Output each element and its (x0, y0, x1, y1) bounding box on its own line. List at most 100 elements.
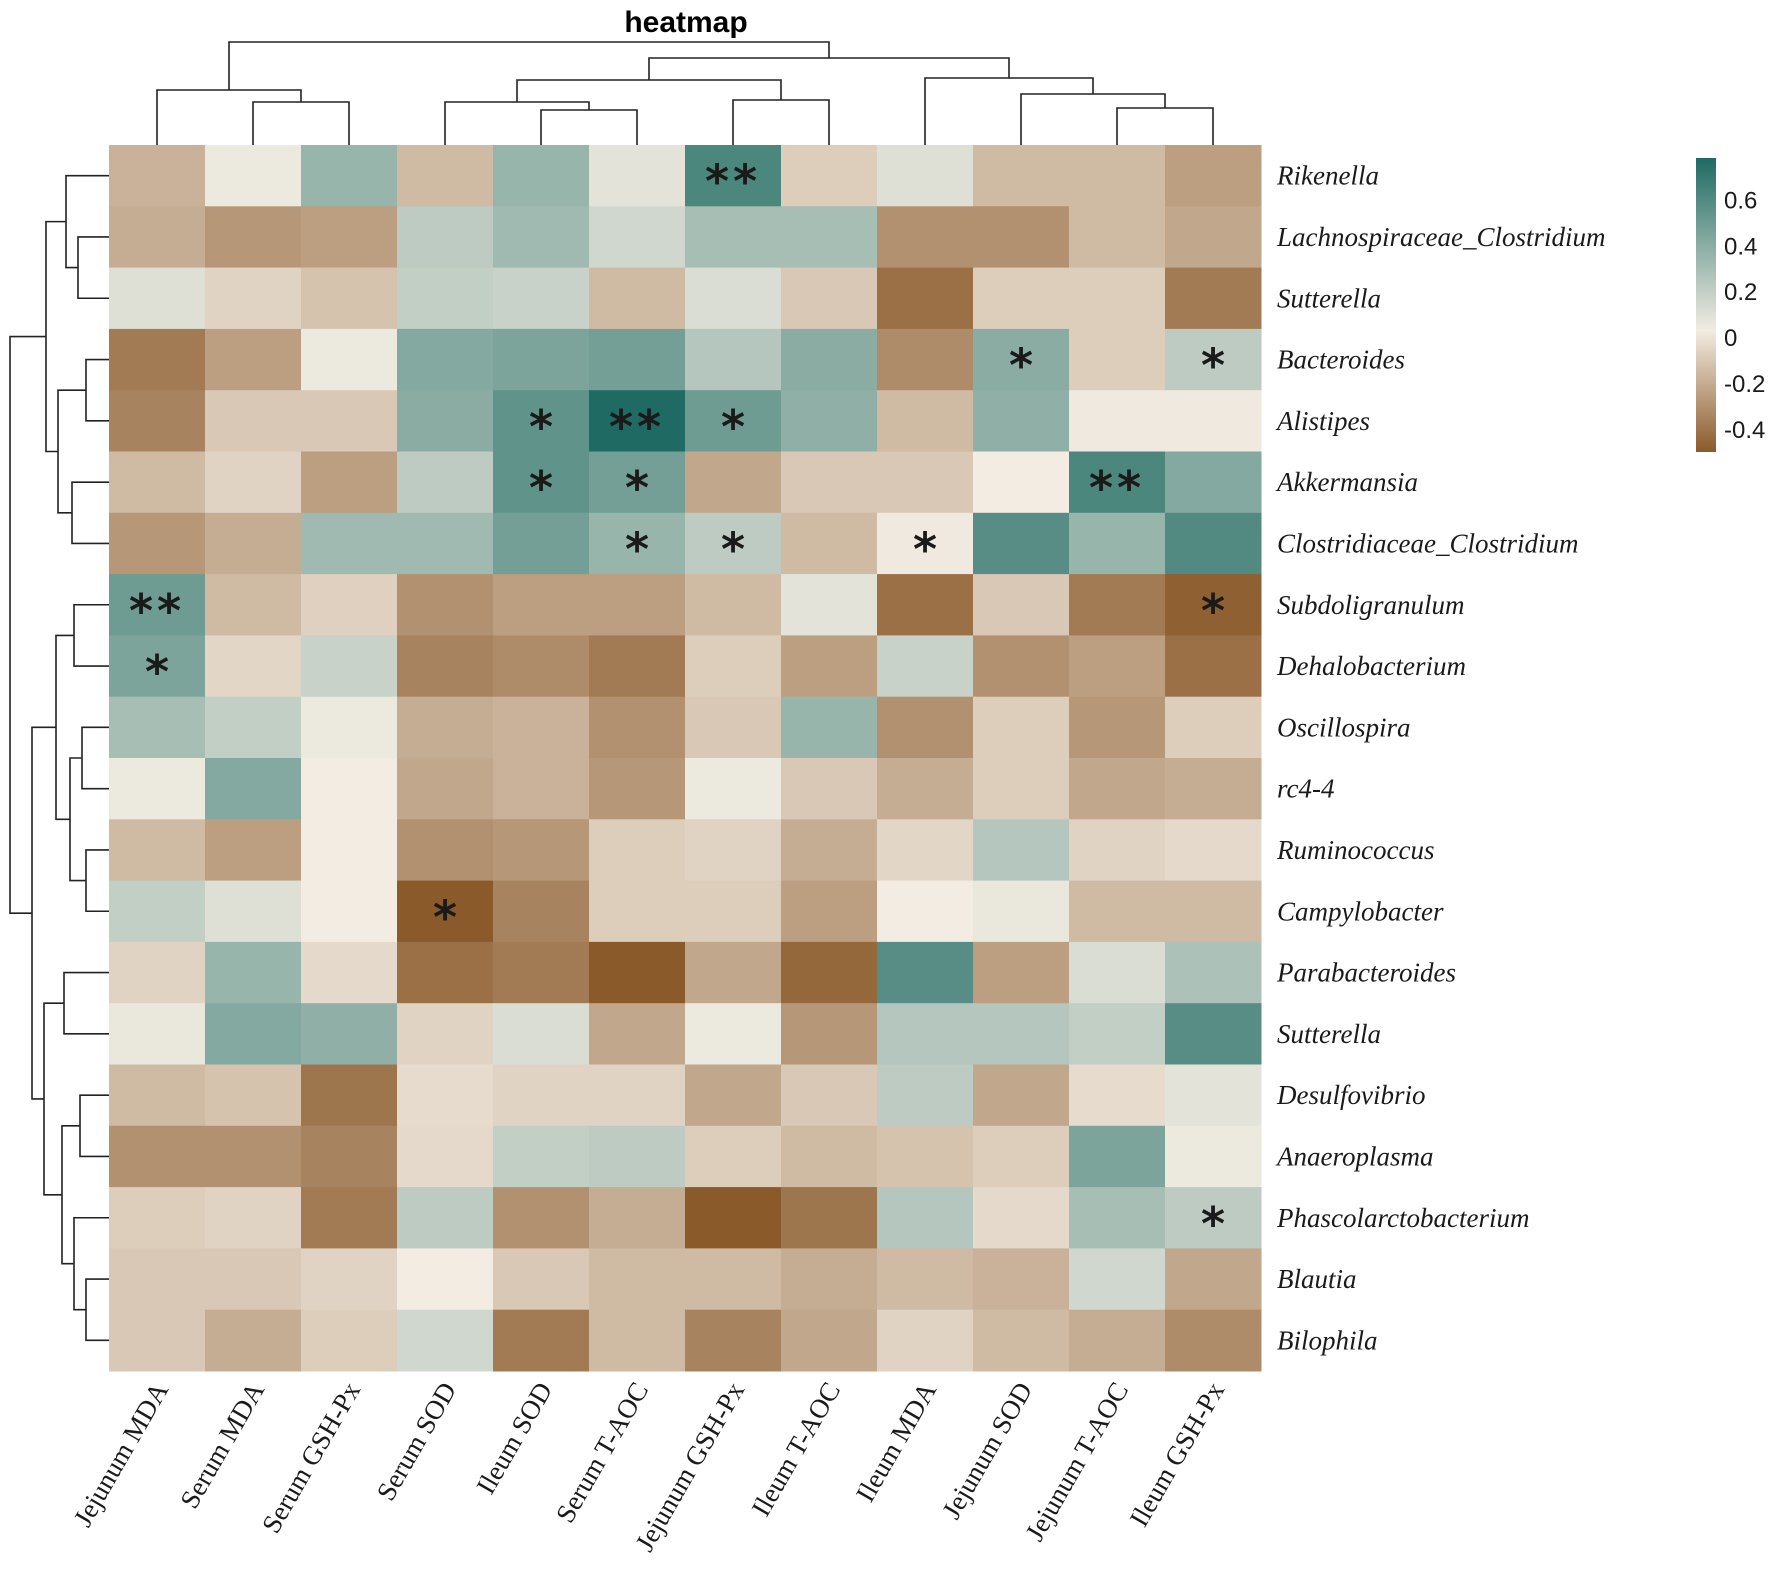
heatmap-cell (109, 1003, 206, 1065)
heatmap-cell (1069, 1309, 1166, 1372)
column-label: Jejunum SOD (936, 1377, 1038, 1524)
heatmap-cell (205, 1064, 302, 1127)
heatmap-cell (685, 1003, 782, 1065)
heatmap-cell (301, 1187, 398, 1249)
significance-marker: * (529, 400, 553, 454)
heatmap-cell (397, 512, 494, 575)
heatmap-cell (589, 758, 686, 820)
heatmap-cell (973, 880, 1070, 943)
heatmap-cell (781, 328, 878, 391)
heatmap-cell (1069, 880, 1166, 943)
heatmap-cell (1069, 1125, 1166, 1188)
heatmap-cell (781, 1248, 878, 1311)
heatmap-cell (973, 206, 1070, 269)
heatmap-cell (205, 512, 302, 575)
heatmap-cell (877, 1125, 974, 1188)
dendrogram-branch (73, 603, 109, 667)
heatmap-cell (109, 145, 206, 207)
row-label: Akkermansia (1275, 467, 1418, 497)
heatmap-cell (493, 267, 590, 330)
heatmap-cell (1165, 512, 1262, 575)
heatmap-cell (493, 941, 590, 1004)
heatmap-cell (205, 206, 302, 269)
significance-marker: ** (609, 400, 665, 454)
significance-marker: * (913, 522, 937, 576)
dendrogram-branch (69, 757, 86, 882)
heatmap-cell (781, 574, 878, 636)
heatmap-cell (877, 390, 974, 452)
heatmap-cell (301, 758, 398, 820)
heatmap-cell (301, 328, 398, 391)
column-label: Serum MDA (174, 1377, 270, 1514)
heatmap-cell (781, 941, 878, 1004)
column-label: Jejunum T-AOC (1019, 1377, 1134, 1546)
heatmap-cell (589, 880, 686, 943)
dendrogram-branch (71, 481, 109, 545)
heatmap-cell (205, 758, 302, 820)
heatmap-cell (1165, 758, 1262, 820)
row-label: Campylobacter (1277, 896, 1444, 926)
heatmap-cell (109, 880, 206, 943)
heatmap-cell (781, 1064, 878, 1127)
significance-marker: * (529, 461, 553, 515)
significance-marker: * (1201, 1197, 1225, 1251)
row-label: Lachnospiraceae_Clostridium (1276, 222, 1606, 252)
row-label: Ruminococcus (1276, 835, 1434, 865)
heatmap-cell (397, 1309, 494, 1372)
heatmap-cell (973, 328, 1070, 391)
heatmap-cell (589, 1064, 686, 1127)
legend-tick-label: 0 (1724, 325, 1737, 352)
row-label: Sutterella (1277, 283, 1381, 313)
heatmap-cell (109, 635, 206, 698)
legend-tick-label: -0.2 (1724, 371, 1765, 398)
heatmap-cell (877, 1187, 974, 1249)
row-labels: Rikenella Lachnospiraceae_Clostridium Sutt… (1275, 161, 1606, 1356)
heatmap-cell (589, 267, 686, 330)
heatmap-cell (781, 819, 878, 882)
heatmap-cell (493, 1187, 590, 1249)
heatmap-cell (397, 819, 494, 882)
dendrogram-branch (79, 1094, 109, 1158)
heatmap-cell (781, 696, 878, 759)
heatmap-cell (301, 819, 398, 882)
significance-marker: ** (705, 155, 761, 209)
legend-tick-label: 0.6 (1724, 187, 1757, 214)
column-label: Jejunum MDA (68, 1377, 175, 1532)
heatmap-cell (301, 1309, 398, 1372)
row-label: Subdoligranulum (1277, 590, 1465, 620)
heatmap-cell (493, 1003, 590, 1065)
heatmap-cell (397, 758, 494, 820)
heatmap-cell (205, 267, 302, 330)
row-label: Dehalobacterium (1276, 651, 1466, 681)
heatmap-cell (589, 819, 686, 882)
dendrogram-branch (63, 971, 109, 1035)
dendrogram-branch (924, 77, 1094, 145)
heatmap-cell (493, 819, 590, 882)
heatmap-cell (877, 696, 974, 759)
dendrogram-branch (1020, 93, 1166, 145)
heatmap-cell (685, 696, 782, 759)
heatmap-cell (877, 941, 974, 1004)
heatmap-cell (781, 1187, 878, 1249)
heatmap-cell (1069, 267, 1166, 330)
heatmap-cell (877, 880, 974, 943)
heatmap-cell (205, 1003, 302, 1065)
heatmap-cell (493, 328, 590, 391)
heatmap-cell (1069, 696, 1166, 759)
heatmap-cell (493, 206, 590, 269)
heatmap-cell (109, 328, 206, 391)
significance-marker: * (721, 400, 745, 454)
heatmap-cell (1069, 328, 1166, 391)
heatmap-cell (877, 267, 974, 330)
heatmap-cell (877, 328, 974, 391)
heatmap-cell (1165, 1248, 1262, 1311)
row-label: rc4-4 (1277, 774, 1334, 804)
heatmap-cell (589, 1187, 686, 1249)
dendrogram-branch (9, 335, 46, 914)
heatmap-cell (109, 819, 206, 882)
heatmap-cell (877, 1003, 974, 1065)
column-label: Ileum T-AOC (746, 1377, 847, 1521)
heatmap-cell (877, 1309, 974, 1372)
heatmap-cell (877, 819, 974, 882)
heatmap-cell (397, 635, 494, 698)
